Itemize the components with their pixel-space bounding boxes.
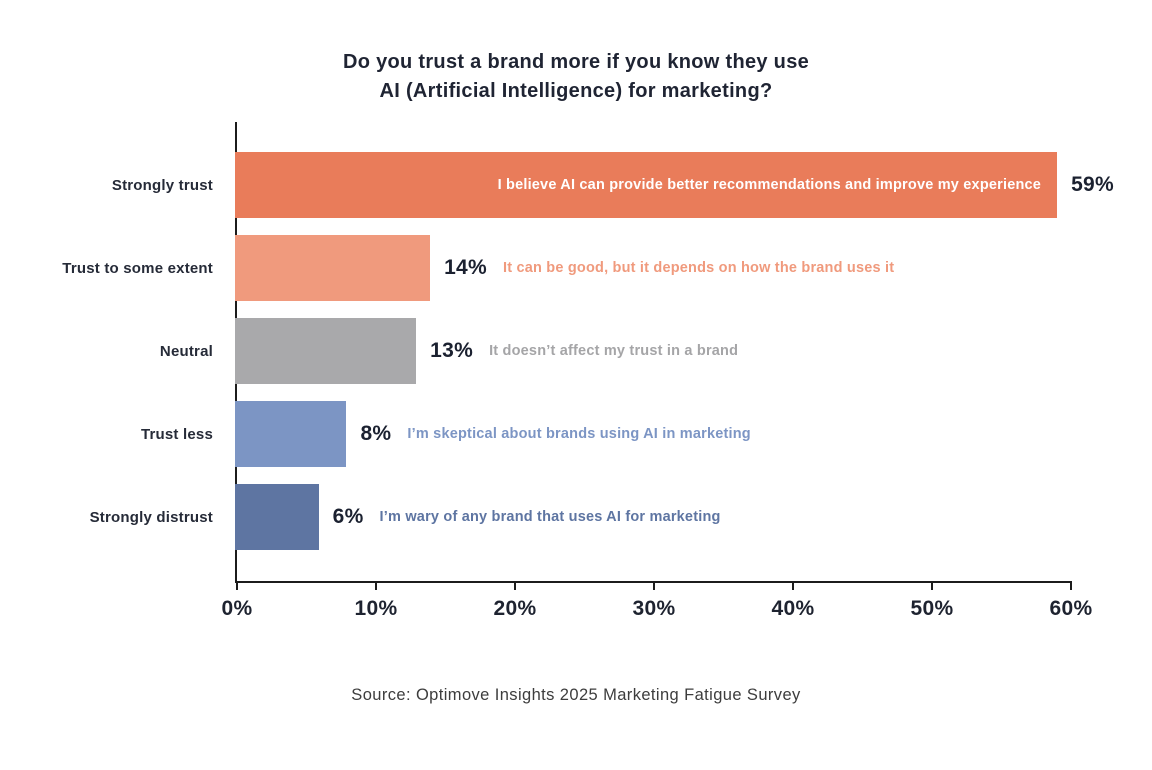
plot-cell: 13% It doesn’t affect my trust in a brand	[235, 318, 1152, 384]
chart-title-line-2: AI (Artificial Intelligence) for marketi…	[379, 80, 773, 102]
x-tick	[931, 581, 933, 590]
x-tick-label: 10%	[354, 597, 398, 620]
bar	[235, 484, 319, 550]
bar-annotation: I’m skeptical about brands using AI in m…	[407, 426, 751, 442]
plot-frame: 0% 10% 20% 30% 40% 50% 60%	[222, 122, 1092, 620]
x-tick	[653, 581, 655, 590]
category-label: Strongly distrust	[89, 508, 213, 526]
x-tick-label: 30%	[632, 597, 676, 620]
category-label: Neutral	[159, 342, 213, 360]
bar-rows: Strongly trust I believe AI can provide b…	[0, 152, 1152, 550]
plot-cell: 6% I’m wary of any brand that uses AI for…	[235, 484, 1152, 550]
bar-annotation: It doesn’t affect my trust in a brand	[489, 343, 739, 359]
bar-annotation: I believe AI can provide better recommen…	[497, 177, 1042, 193]
chart-title-line-1: Do you trust a brand more if you know th…	[342, 51, 810, 73]
chart-row: Strongly distrust 6% I’m wary of any brand…	[0, 484, 1152, 550]
bar-value: 8%	[360, 422, 392, 445]
bar-value: 59%	[1071, 173, 1114, 196]
plot-cell: 14% It can be good, but it depends on how…	[235, 235, 1152, 301]
x-tick	[374, 581, 377, 590]
bar-chart: 0% 10% 20% 30% 40% 50% 60% Strongly trust I bel…	[0, 122, 1152, 620]
x-tick	[791, 581, 794, 590]
x-tick-label: 50%	[910, 597, 954, 620]
chart-title: Do you trust a brand more if you know th…	[0, 48, 1152, 106]
bar: I believe AI can provide better recommen…	[235, 152, 1058, 218]
chart-row: Trust less 8% I’m skeptical about brands u…	[0, 401, 1152, 467]
category-label: Strongly trust	[111, 176, 213, 194]
category-label: Trust to some extent	[62, 259, 213, 277]
plot-cell: 8% I’m skeptical about brands using AI in…	[235, 401, 1152, 467]
x-tick-label: 20%	[493, 597, 537, 620]
bar	[235, 318, 417, 384]
chart-row: Neutral 13% It doesn’t affect my trust in …	[0, 318, 1152, 384]
bar-value: 6%	[332, 505, 364, 528]
bar-annotation: It can be good, but it depends on how th…	[503, 260, 895, 276]
plot-cell: I believe AI can provide better recommen…	[235, 152, 1152, 218]
x-tick-label: 40%	[771, 597, 815, 620]
bar-annotation: I’m wary of any brand that uses AI for m…	[379, 509, 721, 525]
bar-value: 14%	[444, 256, 487, 279]
x-tick	[1070, 581, 1072, 590]
x-tick	[236, 581, 238, 590]
chart-row: Trust to some extent 14% It can be good, b…	[0, 235, 1152, 301]
chart-row: Strongly trust I believe AI can provide b…	[0, 152, 1152, 218]
x-tick-label: 0%	[221, 597, 253, 620]
x-tick-label: 60%	[1049, 597, 1093, 620]
x-tick	[513, 581, 516, 590]
bar-value: 13%	[430, 339, 474, 362]
source-caption: Source: Optimove Insights 2025 Marketing…	[351, 686, 801, 704]
bar	[235, 235, 431, 301]
bar	[235, 401, 347, 467]
category-label: Trust less	[140, 425, 213, 443]
